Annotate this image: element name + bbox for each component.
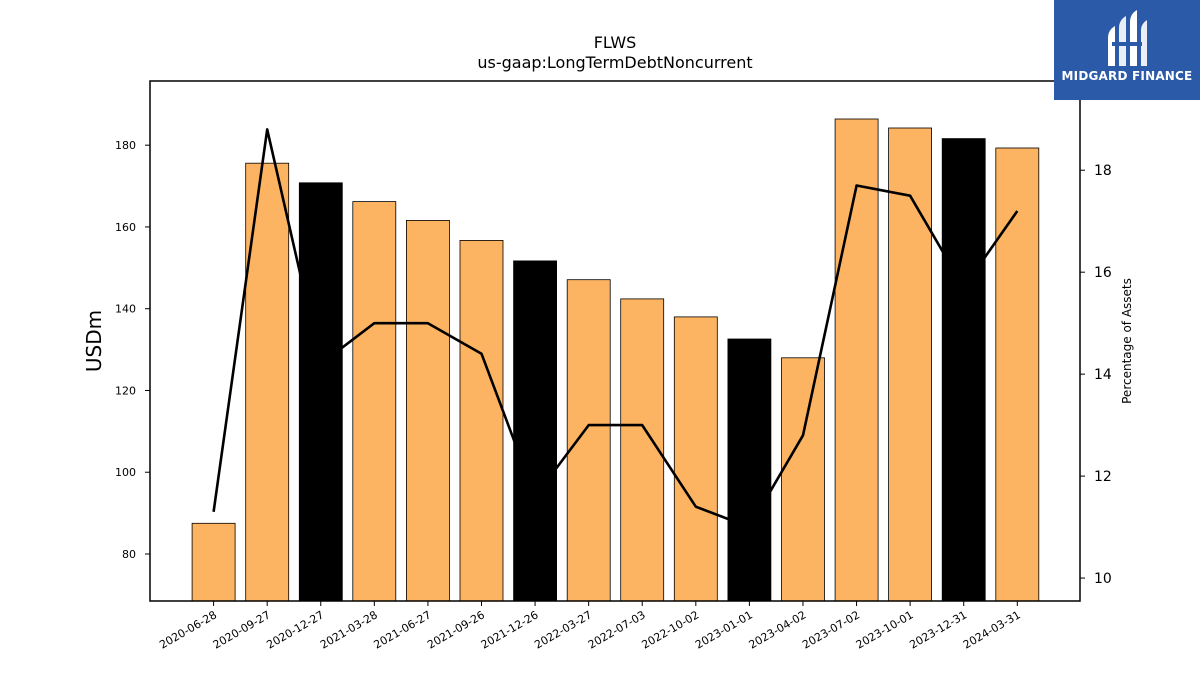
- bar-2021-09-26: [459, 239, 504, 602]
- y-tick-label: 100: [115, 466, 136, 479]
- y2-axis-label: Percentage of Assets: [1120, 278, 1134, 404]
- bar-2023-07-02: [834, 118, 879, 602]
- chart-subtitle: us-gaap:LongTermDebtNoncurrent: [477, 53, 752, 72]
- bar-2021-12-26: [513, 260, 557, 602]
- x-tick-label: 2020-12-27: [264, 608, 326, 651]
- x-tick-label: 2021-03-28: [318, 608, 380, 651]
- x-tick-label: 2021-09-26: [425, 608, 487, 651]
- plot-frame: [149, 80, 1081, 602]
- y-tick-label: 140: [115, 303, 136, 316]
- brand-name: MIDGARD FINANCE: [1061, 69, 1193, 83]
- y2-tick-label: 18: [1094, 163, 1112, 179]
- y2-tick-label: 14: [1094, 367, 1112, 383]
- x-tick-label: 2023-04-02: [747, 608, 809, 651]
- y-axis: 80 100 120 140 160 180: [115, 139, 150, 561]
- y-axis-label: USDm: [82, 310, 106, 372]
- x-tick-label: 2020-06-28: [157, 608, 219, 651]
- bar-2024-03-31: [995, 147, 1040, 602]
- y-tick-label: 120: [115, 384, 136, 397]
- y2-axis: 10 12 14 16 18: [1080, 163, 1112, 587]
- x-tick-label: 2020-09-27: [211, 608, 273, 651]
- bar-2020-12-27: [298, 182, 343, 602]
- x-tick-label: 2023-12-31: [907, 608, 969, 651]
- x-tick-label: 2023-07-02: [800, 608, 862, 651]
- y2-tick-label: 10: [1094, 571, 1112, 587]
- x-tick-label: 2023-10-01: [854, 608, 916, 651]
- y-tick-label: 160: [115, 221, 136, 234]
- x-tick-label: 2021-06-27: [372, 608, 434, 651]
- bar-group: [191, 118, 1040, 602]
- x-axis: 2020-06-282020-09-272020-12-272021-03-28…: [157, 601, 1023, 652]
- midgard-logo-icon: [1108, 10, 1147, 66]
- line-group: [212, 128, 1019, 529]
- x-tick-label: 2022-03-27: [532, 608, 594, 651]
- bar-2023-04-02: [781, 357, 825, 602]
- x-tick-label: 2022-10-02: [639, 608, 701, 651]
- percentage-line: [212, 128, 1019, 529]
- y-tick-label: 80: [122, 548, 136, 561]
- x-tick-label: 2024-03-31: [961, 608, 1023, 651]
- bar-2022-03-27: [566, 279, 611, 602]
- bar-2023-12-31: [941, 138, 986, 602]
- bar-2023-01-01: [727, 338, 772, 602]
- x-tick-label: 2022-07-03: [586, 608, 648, 651]
- x-tick-label: 2023-01-01: [693, 608, 755, 651]
- y2-tick-label: 12: [1094, 469, 1112, 485]
- x-tick-label: 2021-12-26: [479, 608, 541, 651]
- brand-logo: MIDGARD FINANCE: [1054, 0, 1200, 100]
- y2-tick-label: 16: [1094, 265, 1112, 281]
- bar-2020-06-28: [191, 522, 236, 602]
- bar-2022-10-02: [673, 316, 718, 602]
- bar-2021-06-27: [405, 219, 450, 602]
- bar-2021-03-28: [352, 201, 397, 602]
- bar-2023-10-01: [888, 127, 932, 602]
- y-tick-label: 180: [115, 139, 136, 152]
- chart-title: FLWS: [594, 33, 637, 52]
